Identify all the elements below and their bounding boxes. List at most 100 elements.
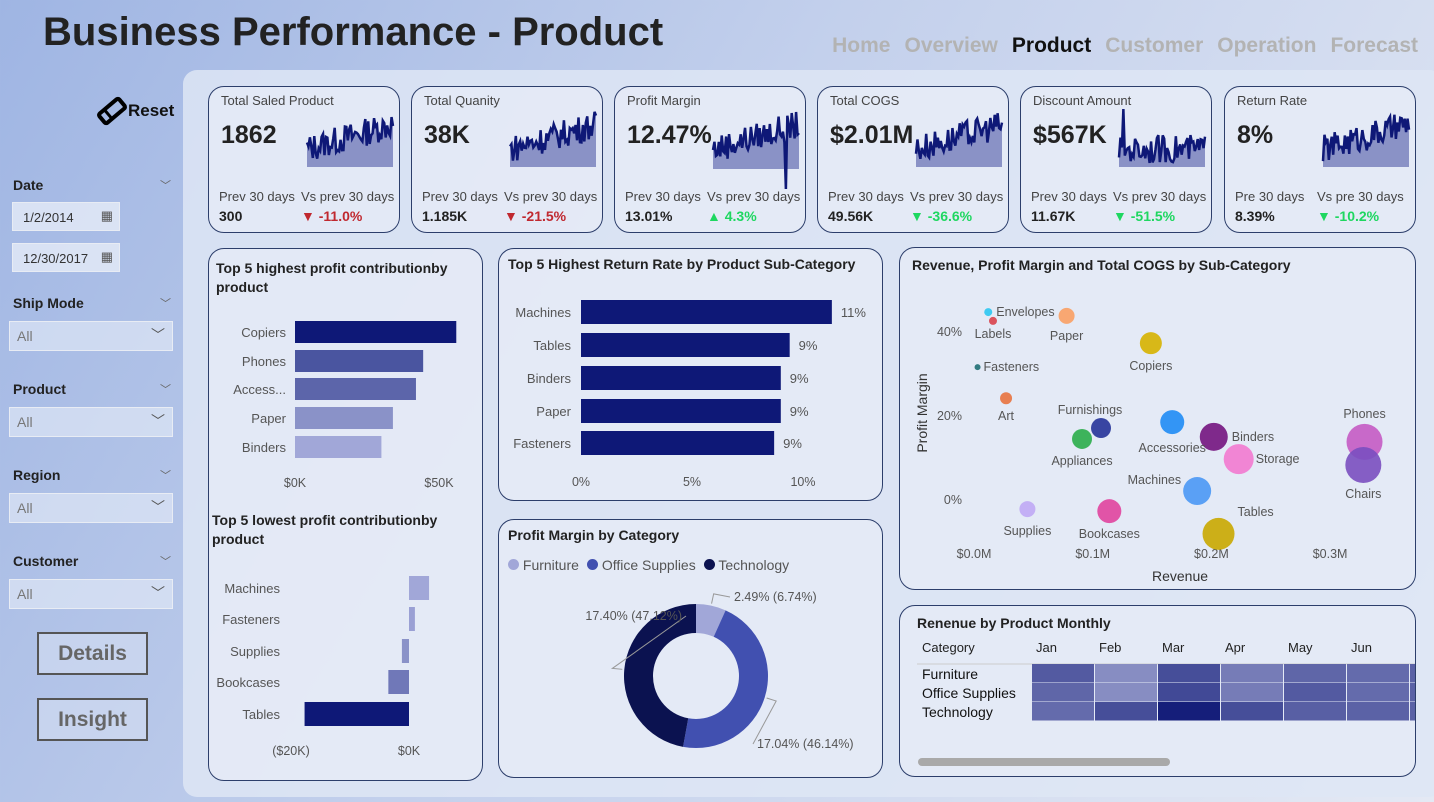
kpi-value: $2.01M [830,121,914,149]
heatmap-cell [1095,664,1157,683]
kpi-card: Total COGS $2.01M Prev 30 days Vs prev 3… [817,86,1009,233]
x-tick-label: 5% [683,475,701,489]
category-label: Machines [224,581,280,596]
leader-line [610,615,687,670]
bar [295,378,416,400]
category-label: Tables [242,707,280,722]
delta-text: -36.6% [927,208,973,224]
bar [304,702,409,726]
kpi-value: 12.47% [627,121,712,149]
heatmap-cell [1347,664,1409,683]
chevron-down-icon: ﹀ [151,413,165,429]
bubble-label: Binders [1232,430,1274,444]
filter-label: Product [13,381,66,397]
bar [581,300,832,324]
chevron-down-icon[interactable]: ﹀ [160,298,171,310]
bubble-label: Paper [1050,329,1083,343]
start-date-input[interactable]: 1/2/2014 ▦ [12,202,120,231]
nav-tab-product[interactable]: Product [1011,34,1092,57]
bubble-chart: $0.0M $0.1M $0.2M $0.3M 0% 20% 40% Revenue Profi… [914,305,1386,584]
delta-value: ▼ -10.2% [1317,208,1379,224]
delta-text: -10.2% [1334,208,1380,224]
filter-value: All [17,586,33,602]
calendar-icon[interactable]: ▦ [100,249,113,264]
filter-dropdown[interactable]: All ﹀ [9,493,173,523]
return-rate-panel: Top 5 Highest Return Rate by Product Sub… [498,248,883,501]
heatmap-cell [1221,702,1283,721]
sparkline-line [305,116,395,159]
bar [581,399,781,423]
category-label: Fasteners [513,436,571,451]
chevron-down-icon[interactable]: ﹀ [160,470,171,482]
kpi-card: Return Rate 8% Pre 30 days Vs pre 30 day… [1224,86,1416,233]
row-label: Furniture [922,666,978,682]
bubble-label: Phones [1343,407,1385,421]
end-date-input[interactable]: 12/30/2017 ▦ [12,243,120,272]
filter-dropdown[interactable]: All ﹀ [9,321,173,351]
column-header: Mar [1162,640,1185,655]
column-header: Category [922,640,975,655]
chevron-down-icon[interactable]: ﹀ [160,384,171,396]
nav-tab-operation[interactable]: Operation [1217,34,1317,57]
y-axis-title: Profit Margin [914,373,930,452]
bubble-supplies [1019,501,1036,518]
chevron-down-icon[interactable]: ﹀ [160,180,171,192]
category-label: Tables [533,338,571,353]
bar [388,670,409,694]
eraser-icon [97,96,127,126]
kpi-value: 38K [424,121,470,149]
filter-dropdown[interactable]: All ﹀ [9,407,173,437]
prev-value: 8.39% [1235,208,1275,224]
filter-dropdown[interactable]: All ﹀ [9,579,173,609]
kpi-value: 1862 [221,121,277,149]
insight-button[interactable]: Insight [37,698,148,741]
data-label: 17.40% (47.12%) [585,609,682,623]
bar [295,321,457,343]
profit-contribution-panel: Top 5 highest profit contributionby prod… [208,248,483,781]
filter-label: Customer [13,553,79,569]
details-button[interactable]: Details [37,632,148,675]
prev-label: Prev 30 days [625,189,701,204]
page-nav: Home Overview Product Customer Operation Fore… [832,34,1418,58]
delta-text: 4.3% [724,208,757,224]
legend-item[interactable]: Technology [703,557,789,573]
bubble-label: Accessories [1139,441,1206,455]
x-tick-label: 0% [572,475,590,489]
profit-margin-category-panel: Profit Margin by Category Furniture Offi… [498,519,883,778]
bubble-accessories [1160,410,1185,435]
sparkline [711,111,800,190]
heatmap-cell [1158,664,1220,683]
bubble-labels [988,316,997,325]
nav-tab-overview[interactable]: Overview [904,34,998,57]
calendar-icon[interactable]: ▦ [100,208,113,223]
prev-value: 11.67K [1031,208,1076,224]
horizontal-scrollbar[interactable] [918,758,1170,766]
kpi-title: Return Rate [1237,93,1308,108]
sparkline-line [1117,108,1207,164]
bar [409,576,430,600]
legend-item[interactable]: Furniture [508,557,579,573]
heatmap-cell [1221,683,1283,702]
sparkline-line [1321,112,1411,162]
prev-label: Pre 30 days [1235,189,1305,204]
category-label: Paper [536,404,571,419]
category-label: Phones [242,354,287,369]
prev-label: Prev 30 days [422,189,498,204]
category-label: Binders [527,371,572,386]
leader-line [752,697,777,745]
nav-tab-customer[interactable]: Customer [1105,34,1204,57]
delta-value: ▼ -51.5% [1113,208,1175,224]
column-header: May [1288,640,1313,655]
x-tick-label: ($20K) [272,744,310,758]
nav-tab-home[interactable]: Home [832,34,891,57]
kpi-title: Profit Margin [627,93,701,108]
nav-tab-forecast[interactable]: Forecast [1330,34,1418,57]
chevron-down-icon: ﹀ [151,585,165,601]
reset-button[interactable]: Reset [96,95,174,127]
donut-slice [624,604,696,747]
delta-value: ▼ -21.5% [504,208,566,224]
bar [295,407,393,429]
legend-item[interactable]: Office Supplies [586,557,696,573]
bar [295,436,382,458]
chevron-down-icon[interactable]: ﹀ [160,556,171,568]
